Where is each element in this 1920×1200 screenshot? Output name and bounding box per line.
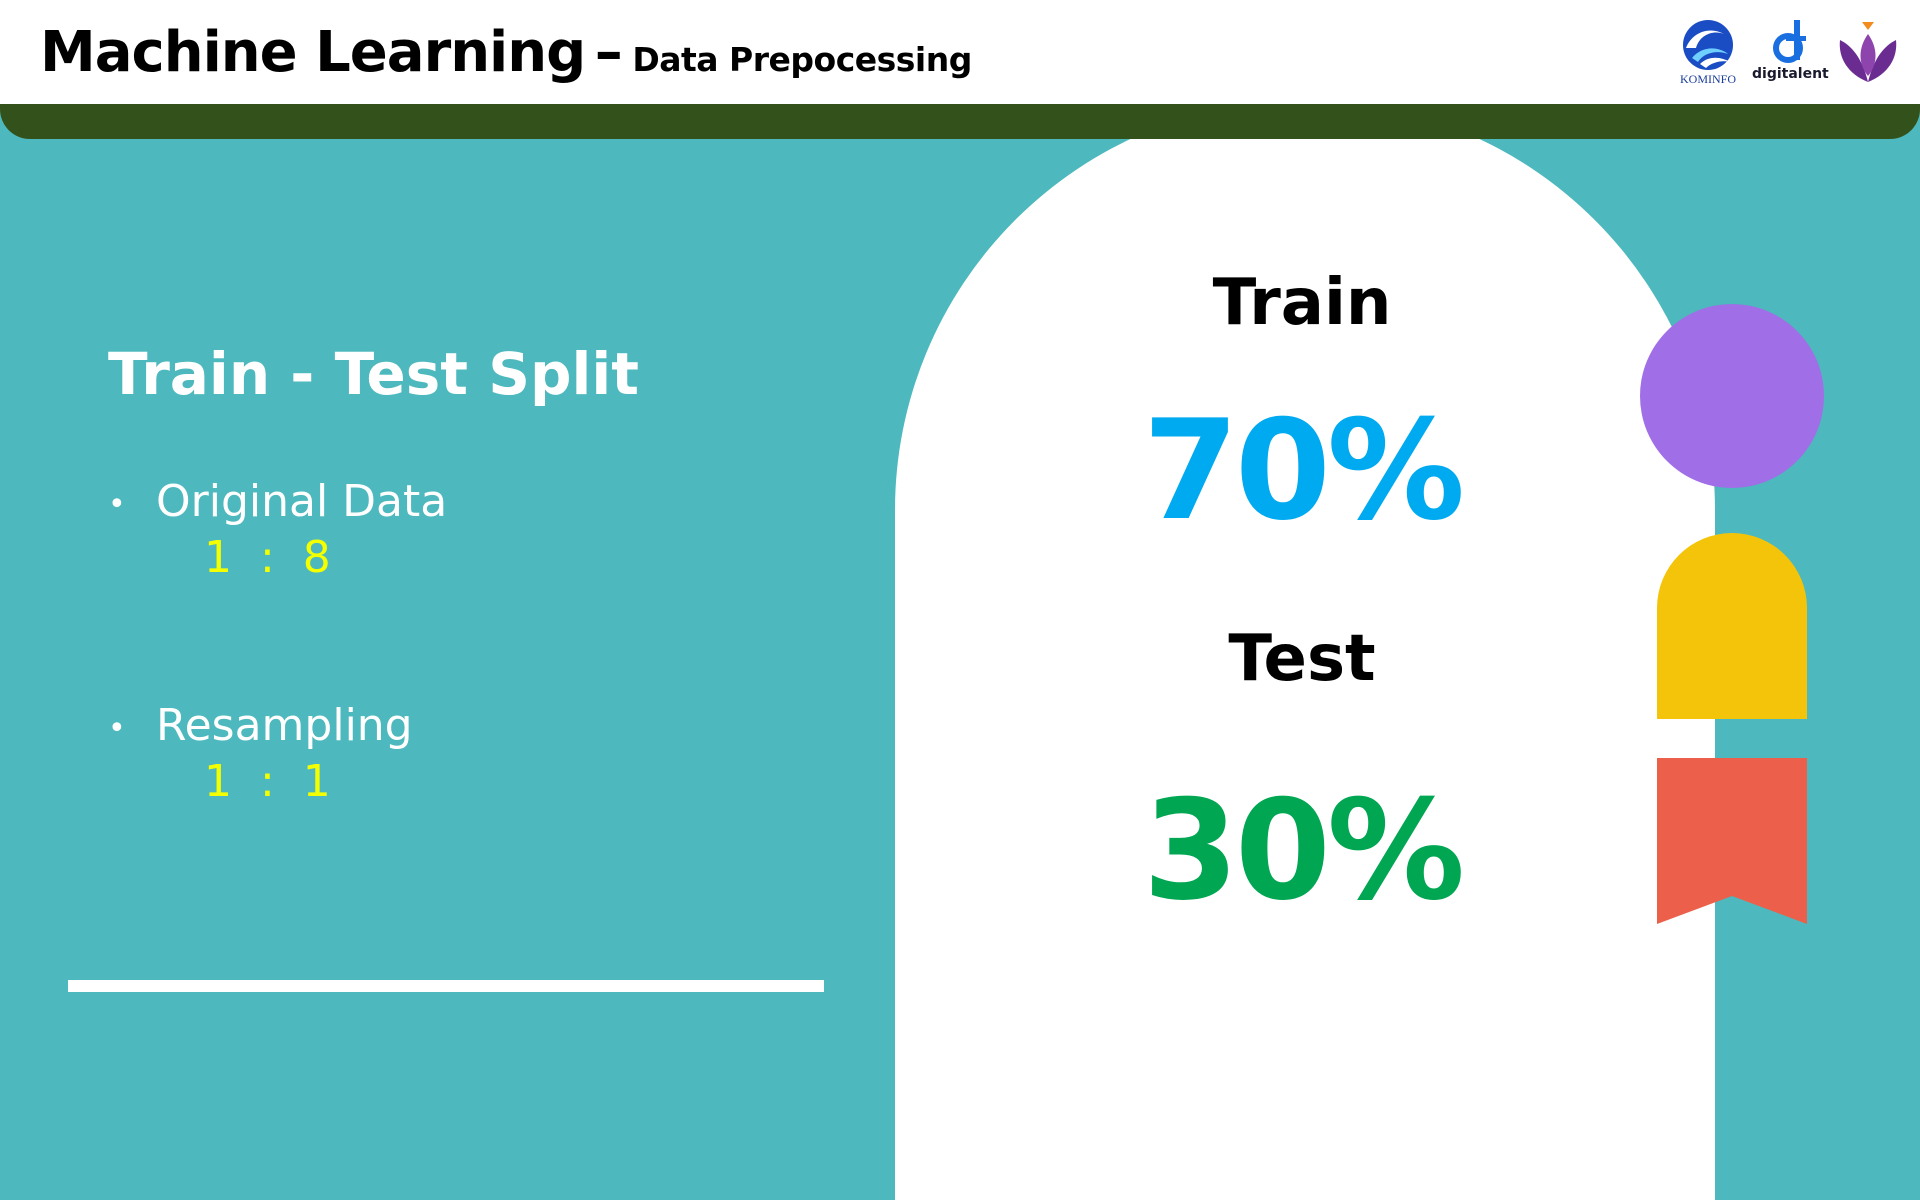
bullet-resampling: • Resampling xyxy=(108,700,413,751)
train-percentage: 70% xyxy=(1142,390,1465,551)
decorative-dome xyxy=(1657,533,1807,719)
decorative-ribbon xyxy=(1657,758,1807,924)
test-label: Test xyxy=(1228,622,1376,696)
kominfo-icon xyxy=(1683,20,1733,70)
lotus-icon xyxy=(1839,22,1897,82)
title-main: Machine Learning xyxy=(40,20,586,85)
title-subtitle: Data Prepocessing xyxy=(632,40,972,79)
bullet-symbol: • xyxy=(108,710,126,746)
bullet-label: Original Data xyxy=(156,476,448,527)
ratio-original-data: 1 : 8 xyxy=(204,532,331,583)
bullet-symbol: • xyxy=(108,486,126,522)
lotus-logo xyxy=(1836,18,1900,84)
header-accent-bar xyxy=(0,104,1920,139)
digitalent-text: digitalent xyxy=(1752,66,1829,82)
decorative-underline xyxy=(68,980,824,992)
section-title: Train - Test Split xyxy=(108,340,639,408)
digitalent-logo: digitalent xyxy=(1752,18,1829,88)
arch-panel xyxy=(895,100,1715,1200)
slide-title: Machine Learning – Data Prepocessing xyxy=(40,20,972,85)
train-label: Train xyxy=(1212,266,1392,340)
digitalent-icon xyxy=(1773,20,1806,63)
decorative-circle xyxy=(1640,304,1824,488)
ratio-resampling: 1 : 1 xyxy=(204,756,331,807)
kominfo-logo: KOMINFO xyxy=(1678,18,1738,88)
title-dash: – xyxy=(594,20,623,85)
bullet-label: Resampling xyxy=(156,700,413,751)
test-percentage: 30% xyxy=(1142,770,1465,931)
bullet-original-data: • Original Data xyxy=(108,476,447,527)
slide-header: Machine Learning – Data Prepocessing xyxy=(0,0,1920,105)
kominfo-text: KOMINFO xyxy=(1679,72,1736,86)
